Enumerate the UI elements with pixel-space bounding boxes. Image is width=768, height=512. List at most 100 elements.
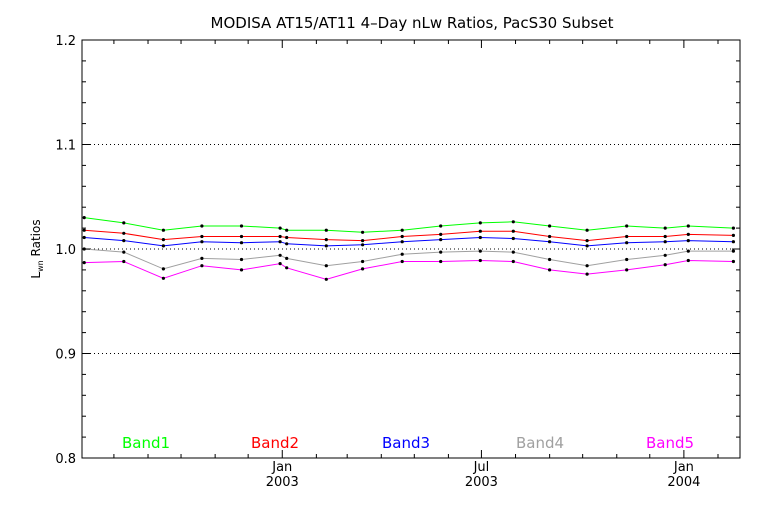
y-tick-label: 0.9 xyxy=(55,348,76,363)
data-point-band2 xyxy=(361,239,365,243)
legend-item-band3: Band3 xyxy=(382,434,430,452)
data-point-band3 xyxy=(663,240,667,244)
y-tick-label: 1.0 xyxy=(55,243,76,258)
data-point-band3 xyxy=(511,236,515,241)
data-point-band2 xyxy=(731,233,736,237)
data-point-band5 xyxy=(82,261,86,265)
data-point-band5 xyxy=(324,277,328,281)
data-point-band1 xyxy=(278,226,282,230)
data-point-band2 xyxy=(400,234,404,239)
data-point-band4 xyxy=(324,264,328,268)
data-point-band1 xyxy=(439,224,443,228)
data-point-band1 xyxy=(625,224,629,228)
data-point-band1 xyxy=(663,226,667,230)
y-tick-label: 1.1 xyxy=(55,139,76,154)
data-point-band2 xyxy=(239,234,244,239)
legend: Band1 Band2 Band3 Band4 Band5 xyxy=(122,434,694,452)
series-layer xyxy=(82,216,736,281)
legend-item-band2: Band2 xyxy=(251,434,299,452)
data-point-band2 xyxy=(548,234,552,239)
data-point-band2 xyxy=(161,238,165,242)
data-point-band4 xyxy=(625,257,629,262)
data-point-band2 xyxy=(200,234,204,239)
gridlines xyxy=(82,144,740,354)
x-tick-label-year: 2004 xyxy=(667,475,700,490)
data-point-band3 xyxy=(361,243,365,247)
data-point-band3 xyxy=(439,238,443,242)
data-point-band3 xyxy=(478,235,482,240)
data-point-band1 xyxy=(122,221,126,225)
data-point-band5 xyxy=(439,259,443,264)
data-point-band2 xyxy=(663,234,667,239)
data-point-band3 xyxy=(324,244,328,248)
y-axis: 0.8 0.9 1.0 1.1 1.2 xyxy=(55,34,740,467)
data-point-band4 xyxy=(200,256,204,260)
data-point-band3 xyxy=(82,235,86,240)
data-point-band4 xyxy=(511,250,515,254)
data-point-band5 xyxy=(625,268,629,272)
data-point-band3 xyxy=(585,244,589,248)
y-tick-label: 0.8 xyxy=(55,452,76,467)
x-tick-label-month: Jan xyxy=(271,460,292,475)
data-point-band1 xyxy=(478,221,482,225)
data-point-band2 xyxy=(122,231,126,235)
data-point-band1 xyxy=(200,224,204,228)
data-point-band5 xyxy=(511,259,515,264)
data-point-band1 xyxy=(548,224,552,228)
y-axis-label-main: L xyxy=(29,272,43,279)
data-point-band2 xyxy=(439,232,443,236)
data-point-band3 xyxy=(122,239,126,243)
data-point-band5 xyxy=(278,262,282,266)
data-point-band1 xyxy=(82,216,86,220)
x-tick-label-year: 2003 xyxy=(465,475,498,490)
data-point-band1 xyxy=(361,230,365,234)
y-tick-label: 1.2 xyxy=(55,34,76,49)
data-point-band5 xyxy=(478,258,482,263)
data-point-band1 xyxy=(239,224,244,228)
data-point-band1 xyxy=(324,228,328,232)
data-point-band2 xyxy=(511,229,515,233)
data-point-band1 xyxy=(731,226,736,230)
data-point-band4 xyxy=(400,252,404,256)
data-point-band1 xyxy=(511,220,515,224)
data-point-band4 xyxy=(663,253,667,257)
data-point-band5 xyxy=(400,259,404,264)
data-point-band4 xyxy=(478,249,482,253)
data-point-band5 xyxy=(731,259,736,264)
data-point-band4 xyxy=(585,264,589,268)
data-point-band4 xyxy=(548,257,552,262)
data-point-band4 xyxy=(285,256,289,260)
y-axis-label-subscript: wn xyxy=(36,260,45,272)
data-point-band3 xyxy=(161,244,165,248)
data-point-band5 xyxy=(200,264,204,268)
data-point-band2 xyxy=(278,234,282,239)
data-point-band3 xyxy=(239,241,244,245)
data-point-band3 xyxy=(686,239,690,243)
chart-title: MODISA AT15/AT11 4–Day nLw Ratios, PacS3… xyxy=(211,14,614,32)
legend-item-band5: Band5 xyxy=(646,434,694,452)
data-point-band2 xyxy=(285,235,289,240)
data-point-band3 xyxy=(278,240,282,244)
data-point-band5 xyxy=(285,266,289,270)
data-point-band3 xyxy=(625,241,629,245)
data-point-band4 xyxy=(278,253,282,257)
data-point-band1 xyxy=(161,228,165,232)
data-point-band3 xyxy=(400,240,404,244)
data-point-band5 xyxy=(239,268,244,272)
data-point-band2 xyxy=(585,239,589,243)
data-point-band1 xyxy=(285,228,289,232)
legend-item-band4: Band4 xyxy=(516,434,564,452)
data-point-band5 xyxy=(361,267,365,271)
data-point-band4 xyxy=(239,257,244,262)
data-point-band4 xyxy=(686,249,690,253)
data-point-band3 xyxy=(200,240,204,244)
y-axis-label: Lwn Ratios xyxy=(29,219,45,278)
data-point-band3 xyxy=(285,242,289,246)
data-point-band5 xyxy=(585,272,589,276)
data-point-band2 xyxy=(686,232,690,236)
data-point-band2 xyxy=(324,238,328,242)
data-point-band3 xyxy=(731,240,736,244)
data-point-band1 xyxy=(400,228,404,232)
data-point-band4 xyxy=(439,250,443,254)
